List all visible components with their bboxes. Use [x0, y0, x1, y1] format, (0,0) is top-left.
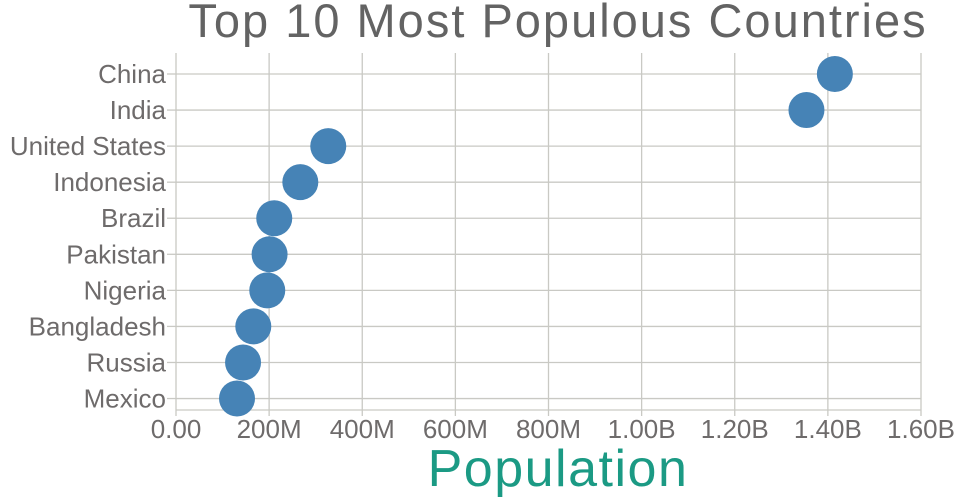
chart-title: Top 10 Most Populous Countries	[188, 0, 927, 47]
dot-united-states	[310, 128, 347, 165]
y-tick-label-russia: Russia	[87, 347, 167, 377]
dot-pakistan	[251, 236, 288, 273]
tick-layer	[167, 73, 922, 416]
x-tick-label-0.00: 0.00	[151, 414, 202, 444]
y-axis-labels: China India United States Indonesia Brazil Pa…	[10, 59, 167, 414]
dot-layer	[218, 56, 853, 417]
x-axis-labels: 0.00 200M 400M 600M 800M 1.00B 1.20B 1.40B 1.60B	[151, 414, 955, 444]
dot-india	[788, 92, 825, 129]
x-tick-label-1.60b: 1.60B	[887, 414, 955, 444]
y-tick-label-bangladesh: Bangladesh	[29, 311, 166, 341]
x-tick-label-1.40b: 1.40B	[794, 414, 862, 444]
y-tick-label-brazil: Brazil	[101, 203, 166, 233]
x-tick-label-400m: 400M	[330, 414, 395, 444]
y-tick-label-indonesia: Indonesia	[53, 167, 166, 197]
x-axis-title: Population	[428, 440, 689, 498]
x-tick-label-1.00b: 1.00B	[608, 414, 676, 444]
x-tick-label-800m: 800M	[516, 414, 581, 444]
dot-bangladesh	[235, 308, 272, 345]
y-tick-label-pakistan: Pakistan	[66, 239, 166, 269]
x-tick-label-200m: 200M	[237, 414, 302, 444]
x-tick-label-600m: 600M	[423, 414, 488, 444]
x-tick-label-1.20b: 1.20B	[701, 414, 769, 444]
dot-russia	[225, 344, 262, 381]
y-tick-label-china: China	[98, 59, 166, 89]
y-tick-label-nigeria: Nigeria	[84, 275, 167, 305]
y-tick-label-mexico: Mexico	[84, 384, 166, 414]
grid-layer	[175, 53, 922, 411]
dot-mexico	[218, 380, 255, 417]
dot-indonesia	[282, 164, 319, 201]
y-tick-label-india: India	[110, 95, 167, 125]
y-tick-label-united-states: United States	[10, 131, 166, 161]
dot-nigeria	[249, 272, 286, 309]
dot-brazil	[256, 200, 293, 237]
dot-china	[816, 56, 853, 92]
